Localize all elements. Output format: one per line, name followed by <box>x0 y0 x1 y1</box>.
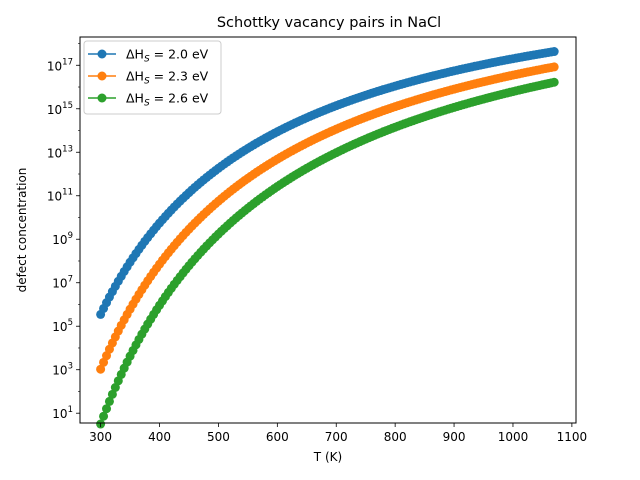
y-tick-label-5: 105 <box>52 318 73 334</box>
data-point-3-155 <box>549 77 559 87</box>
y-tick-power: 9 <box>68 231 73 241</box>
y-tick-power: 1 <box>68 405 73 415</box>
y-tick-power: 3 <box>68 362 73 372</box>
y-tick-base: 10 <box>52 277 67 291</box>
data-point-3-3 <box>102 404 112 414</box>
y-tick-label-1: 101 <box>52 405 73 421</box>
data-point-2-1 <box>96 364 106 374</box>
y-tick-power: 15 <box>62 101 73 111</box>
legend-marker-1 <box>97 49 107 59</box>
y-tick-power: 13 <box>62 144 73 154</box>
x-tick-label-400: 400 <box>148 430 171 444</box>
x-tick-label-300: 300 <box>89 430 112 444</box>
x-tick-label-1000: 1000 <box>498 430 529 444</box>
y-tick-base: 10 <box>52 320 67 334</box>
y-axis-label: defect concentration <box>15 168 29 293</box>
y-tick-base: 10 <box>52 233 67 247</box>
legend-marker-3 <box>97 93 107 103</box>
y-tick-label-11: 1011 <box>47 188 73 204</box>
y-tick-label-17: 1017 <box>47 57 73 73</box>
y-tick-label-3: 103 <box>52 362 73 378</box>
chart-title: Schottky vacancy pairs in NaCl <box>217 15 441 31</box>
x-tick-label-1100: 1100 <box>557 430 588 444</box>
x-axis: 300 400 500 600 700 800 900 1000 1100 <box>89 423 587 444</box>
y-tick-power: 7 <box>68 275 73 285</box>
y-tick-power: 11 <box>62 188 73 198</box>
y-tick-base: 10 <box>52 364 67 378</box>
y-tick-base: 10 <box>47 59 62 73</box>
plot-frame <box>79 36 577 424</box>
x-tick-label-700: 700 <box>325 430 348 444</box>
legend-label-1: ΔHS = 2.0 eV <box>126 47 209 65</box>
data-point-2-155 <box>549 62 559 72</box>
y-tick-base: 10 <box>47 146 62 160</box>
y-tick-base: 10 <box>47 103 62 117</box>
legend-label-2: ΔHS = 2.3 eV <box>126 69 209 87</box>
y-tick-power: 17 <box>62 57 73 67</box>
data-point-3-2 <box>99 411 109 421</box>
series-layer <box>96 47 559 429</box>
data-point-3-5 <box>107 389 117 399</box>
x-axis-label: T (K) <box>313 450 342 464</box>
y-tick-label-7: 107 <box>52 275 73 291</box>
y-tick-power: 5 <box>68 318 73 328</box>
data-point-3-4 <box>104 396 114 406</box>
x-tick-label-800: 800 <box>384 430 407 444</box>
x-tick-label-600: 600 <box>266 430 289 444</box>
y-tick-base: 10 <box>52 407 67 421</box>
y-tick-label-9: 109 <box>52 231 73 247</box>
legend-label-3: ΔHS = 2.6 eV <box>126 91 209 109</box>
y-tick-label-13: 1013 <box>47 144 73 160</box>
y-tick-base: 10 <box>47 190 62 204</box>
x-tick-label-500: 500 <box>207 430 230 444</box>
legend-marker-2 <box>97 71 107 81</box>
legend: ΔHS = 2.0 eV ΔHS = 2.3 eV ΔHS = 2.6 eV <box>83 40 222 115</box>
data-point-1-155 <box>549 47 559 57</box>
legend-frame <box>83 40 222 115</box>
y-tick-label-15: 1015 <box>47 101 73 117</box>
x-tick-label-900: 900 <box>443 430 466 444</box>
